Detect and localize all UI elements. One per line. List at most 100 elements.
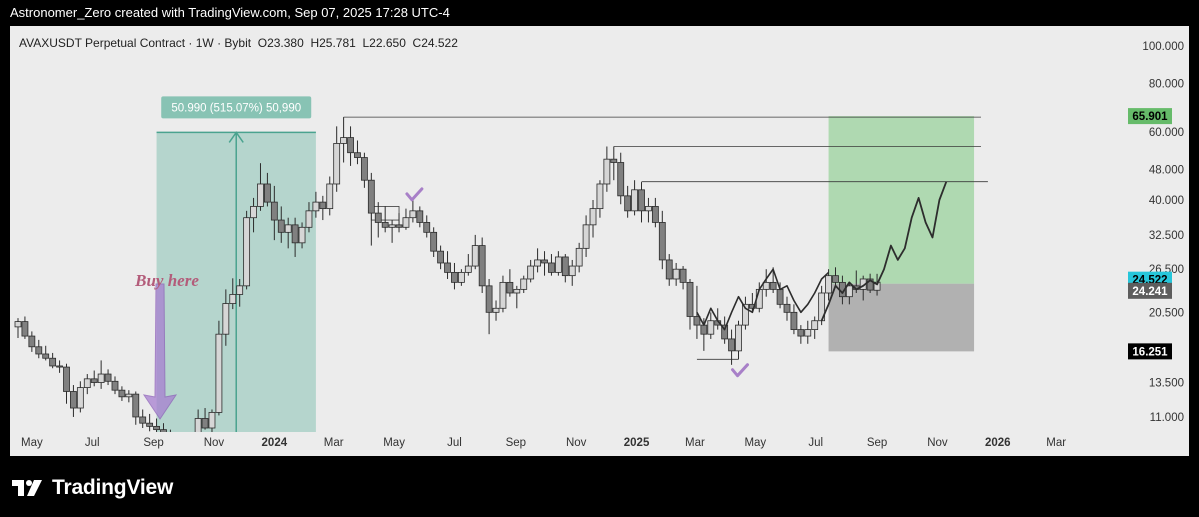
candle[interactable] — [118, 386, 126, 401]
candle[interactable] — [582, 215, 590, 257]
candle[interactable] — [236, 278, 244, 307]
candle[interactable] — [388, 220, 396, 243]
candle[interactable] — [707, 312, 715, 339]
candle[interactable] — [499, 275, 507, 313]
candle[interactable] — [70, 385, 77, 417]
candle[interactable] — [35, 339, 43, 359]
candle[interactable] — [541, 251, 548, 276]
candle[interactable] — [589, 199, 597, 238]
candle[interactable] — [132, 391, 140, 425]
candle[interactable] — [464, 254, 472, 276]
candle[interactable] — [437, 245, 445, 270]
candle[interactable] — [672, 262, 680, 286]
candle[interactable] — [679, 266, 687, 290]
tradingview-logo[interactable]: TradingView — [12, 474, 173, 502]
candle[interactable] — [416, 206, 424, 228]
candle[interactable] — [825, 269, 832, 301]
candle[interactable] — [665, 254, 673, 286]
candle[interactable] — [257, 163, 264, 211]
candle[interactable] — [596, 180, 604, 218]
candle[interactable] — [651, 197, 659, 228]
candle[interactable] — [326, 176, 334, 216]
price-chart[interactable]: Buy here 50.990 (515.07%) 50,990 AVAXUSDT … — [10, 26, 1189, 456]
candle[interactable] — [624, 185, 632, 218]
candle[interactable] — [645, 197, 652, 223]
candle[interactable] — [312, 191, 320, 218]
candle[interactable] — [409, 199, 417, 223]
candle[interactable] — [333, 126, 341, 192]
candle[interactable] — [56, 360, 63, 373]
candle[interactable] — [63, 363, 70, 404]
candle[interactable] — [554, 251, 562, 276]
candle[interactable] — [520, 275, 528, 293]
candle[interactable] — [534, 248, 541, 273]
candle[interactable] — [167, 429, 173, 444]
candle[interactable] — [430, 227, 438, 257]
candle[interactable] — [603, 146, 611, 192]
candle[interactable] — [208, 409, 216, 432]
candle[interactable] — [319, 195, 327, 221]
candle[interactable] — [277, 206, 285, 243]
candle[interactable] — [797, 325, 805, 344]
candle[interactable] — [97, 360, 105, 389]
candle[interactable] — [845, 282, 853, 305]
candle[interactable] — [201, 408, 209, 430]
candle[interactable] — [506, 269, 514, 297]
candle[interactable] — [617, 152, 625, 205]
candle[interactable] — [90, 370, 98, 387]
candle[interactable] — [568, 259, 576, 286]
candle[interactable] — [735, 320, 742, 360]
candle[interactable] — [638, 182, 645, 223]
candle[interactable] — [790, 304, 798, 335]
candle[interactable] — [229, 278, 237, 310]
candle[interactable] — [83, 374, 91, 395]
candle[interactable] — [250, 197, 257, 233]
candle[interactable] — [548, 254, 555, 276]
candle[interactable] — [153, 418, 160, 434]
candle[interactable] — [762, 269, 770, 297]
candle[interactable] — [42, 345, 50, 361]
candle[interactable] — [160, 423, 167, 438]
candle[interactable] — [347, 126, 354, 166]
candle[interactable] — [146, 413, 154, 432]
candle[interactable] — [485, 278, 493, 335]
candle[interactable] — [264, 172, 271, 207]
candle[interactable] — [243, 210, 251, 290]
candle[interactable] — [28, 331, 36, 352]
candle[interactable] — [686, 278, 694, 330]
candle[interactable] — [381, 206, 389, 233]
candle[interactable] — [478, 237, 486, 293]
candle[interactable] — [194, 409, 202, 448]
candle[interactable] — [457, 269, 465, 286]
candle[interactable] — [561, 254, 569, 283]
candle[interactable] — [298, 222, 306, 249]
candle[interactable] — [360, 152, 368, 188]
candle[interactable] — [444, 251, 451, 279]
candle[interactable] — [471, 234, 479, 270]
candle[interactable] — [492, 300, 500, 321]
candle[interactable] — [104, 369, 112, 386]
candle[interactable] — [811, 316, 819, 339]
candle[interactable] — [631, 180, 638, 216]
candle[interactable] — [658, 210, 666, 270]
candle[interactable] — [49, 352, 57, 369]
candle[interactable] — [111, 376, 119, 395]
candle[interactable] — [402, 208, 410, 230]
candle[interactable] — [866, 273, 874, 293]
candle[interactable] — [270, 185, 278, 241]
chart-panel[interactable]: Buy here 50.990 (515.07%) 50,990 AVAXUSDT … — [10, 26, 1189, 456]
candle[interactable] — [610, 146, 618, 181]
candle[interactable] — [423, 215, 431, 238]
candle[interactable] — [513, 285, 521, 309]
candle[interactable] — [783, 296, 791, 321]
candle[interactable] — [451, 262, 458, 290]
candle[interactable] — [125, 390, 133, 403]
candle[interactable] — [21, 316, 29, 339]
candle[interactable] — [742, 296, 749, 330]
candle[interactable] — [284, 217, 292, 249]
candle[interactable] — [367, 172, 375, 246]
candle[interactable] — [804, 320, 812, 344]
candle[interactable] — [340, 117, 348, 163]
candle[interactable] — [575, 242, 583, 273]
candle[interactable] — [354, 140, 361, 165]
